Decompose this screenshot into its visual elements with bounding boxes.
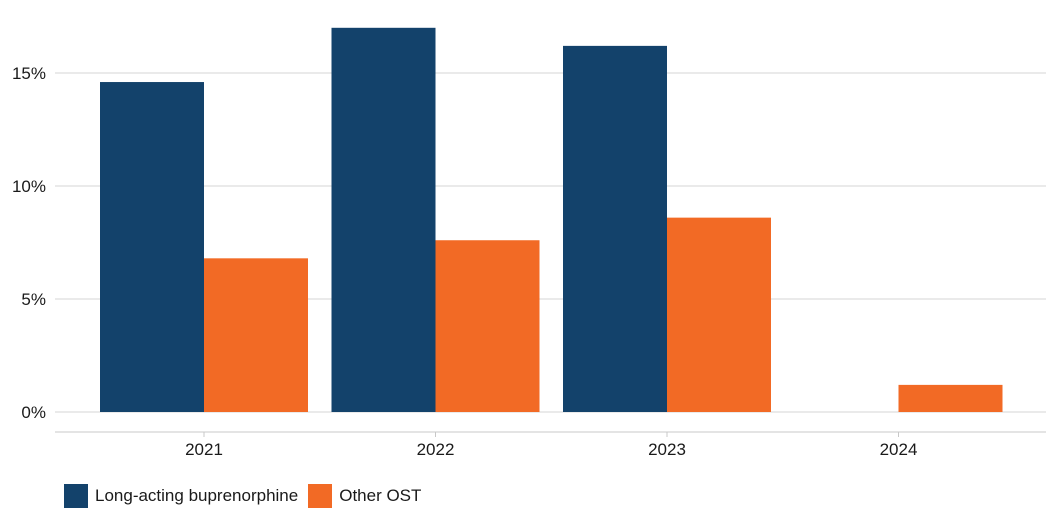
bar-long-acting-buprenorphine-2023 [563,45,667,412]
x-tick-label: 2023 [648,440,686,459]
legend-label-other-ost: Other OST [339,486,422,505]
y-tick-label: 15% [12,64,46,83]
bars [100,27,1003,413]
bar-other-ost-2023 [667,217,771,412]
x-tick-label: 2021 [185,440,223,459]
legend-swatch-long-acting-buprenorphine [64,484,88,508]
bar-long-acting-buprenorphine-2021 [100,82,204,412]
x-axis-ticks: 2021 2022 2023 2024 [185,432,917,459]
bar-chart: 0% 5% 10% 15% 2021 2022 2023 2024 [12,27,1046,459]
legend: Long-acting buprenorphine Other OST [64,484,431,508]
bar-other-ost-2022 [435,240,540,412]
bar-long-acting-buprenorphine-2022 [331,27,436,413]
y-tick-label: 10% [12,177,46,196]
legend-label-long-acting-buprenorphine: Long-acting buprenorphine [95,486,299,505]
x-tick-label: 2022 [417,440,455,459]
x-tick-label: 2024 [880,440,918,459]
y-axis-ticks: 0% 5% 10% 15% [12,64,46,422]
legend-item-long-acting-buprenorphine: Long-acting buprenorphine [64,484,298,508]
bar-other-ost-2021 [204,258,308,412]
y-tick-label: 0% [21,403,46,422]
legend-swatch-other-ost [308,484,333,508]
y-tick-label: 5% [21,290,46,309]
bar-other-ost-2024 [898,384,1003,412]
legend-item-other-ost: Other OST [308,484,421,508]
